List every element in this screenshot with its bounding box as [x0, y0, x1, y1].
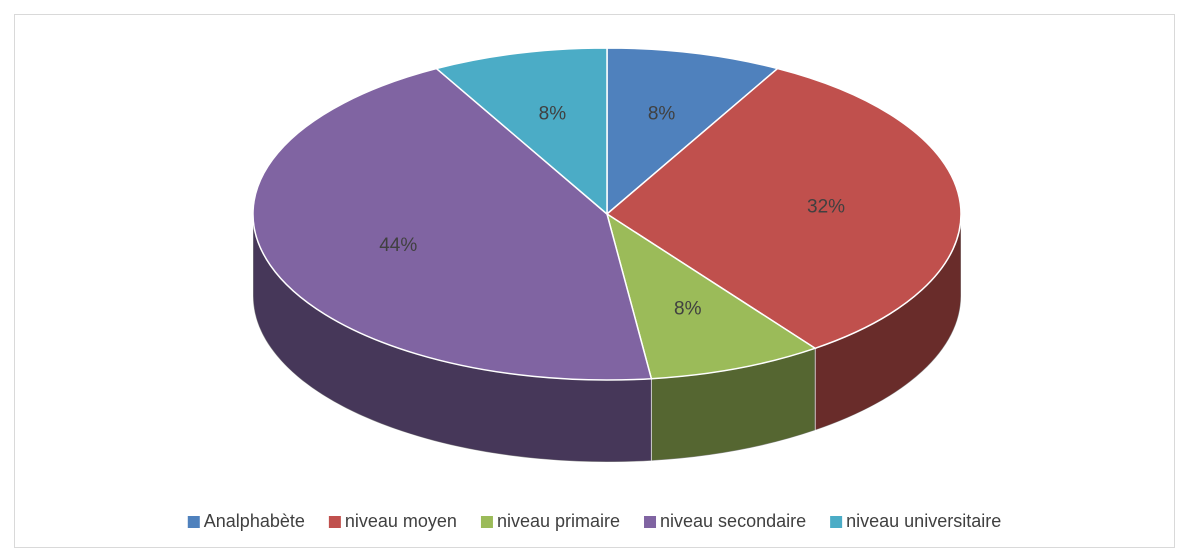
legend-swatch: [328, 516, 341, 528]
legend-swatch: [480, 516, 493, 528]
data-label: 44%: [379, 235, 417, 256]
pie-slice: [605, 212, 817, 380]
pie-slice: [434, 47, 608, 216]
legend-label: niveau secondaire: [660, 511, 806, 531]
data-label: 32%: [807, 197, 845, 218]
legend-label: Analphabète: [204, 511, 305, 531]
legend-swatch: [830, 516, 843, 528]
data-label: 8%: [539, 103, 567, 124]
legend-label: niveau moyen: [345, 511, 457, 531]
pie-slice: [605, 67, 962, 350]
legend-label: niveau universitaire: [846, 511, 1001, 531]
data-label: 8%: [674, 299, 702, 320]
legend: Analphabète niveau moyen niveau primaire ni…: [187, 511, 1001, 531]
pie-side-shade: [815, 214, 961, 431]
pie-slice: [252, 67, 653, 381]
pie-slice: [606, 47, 780, 216]
legend-swatch: [187, 516, 200, 528]
data-label: 8%: [648, 103, 676, 124]
legend-label: niveau primaire: [497, 511, 620, 531]
pie-side-shade: [253, 214, 652, 462]
legend-swatch: [644, 516, 657, 528]
pie-side-shade: [651, 348, 816, 461]
